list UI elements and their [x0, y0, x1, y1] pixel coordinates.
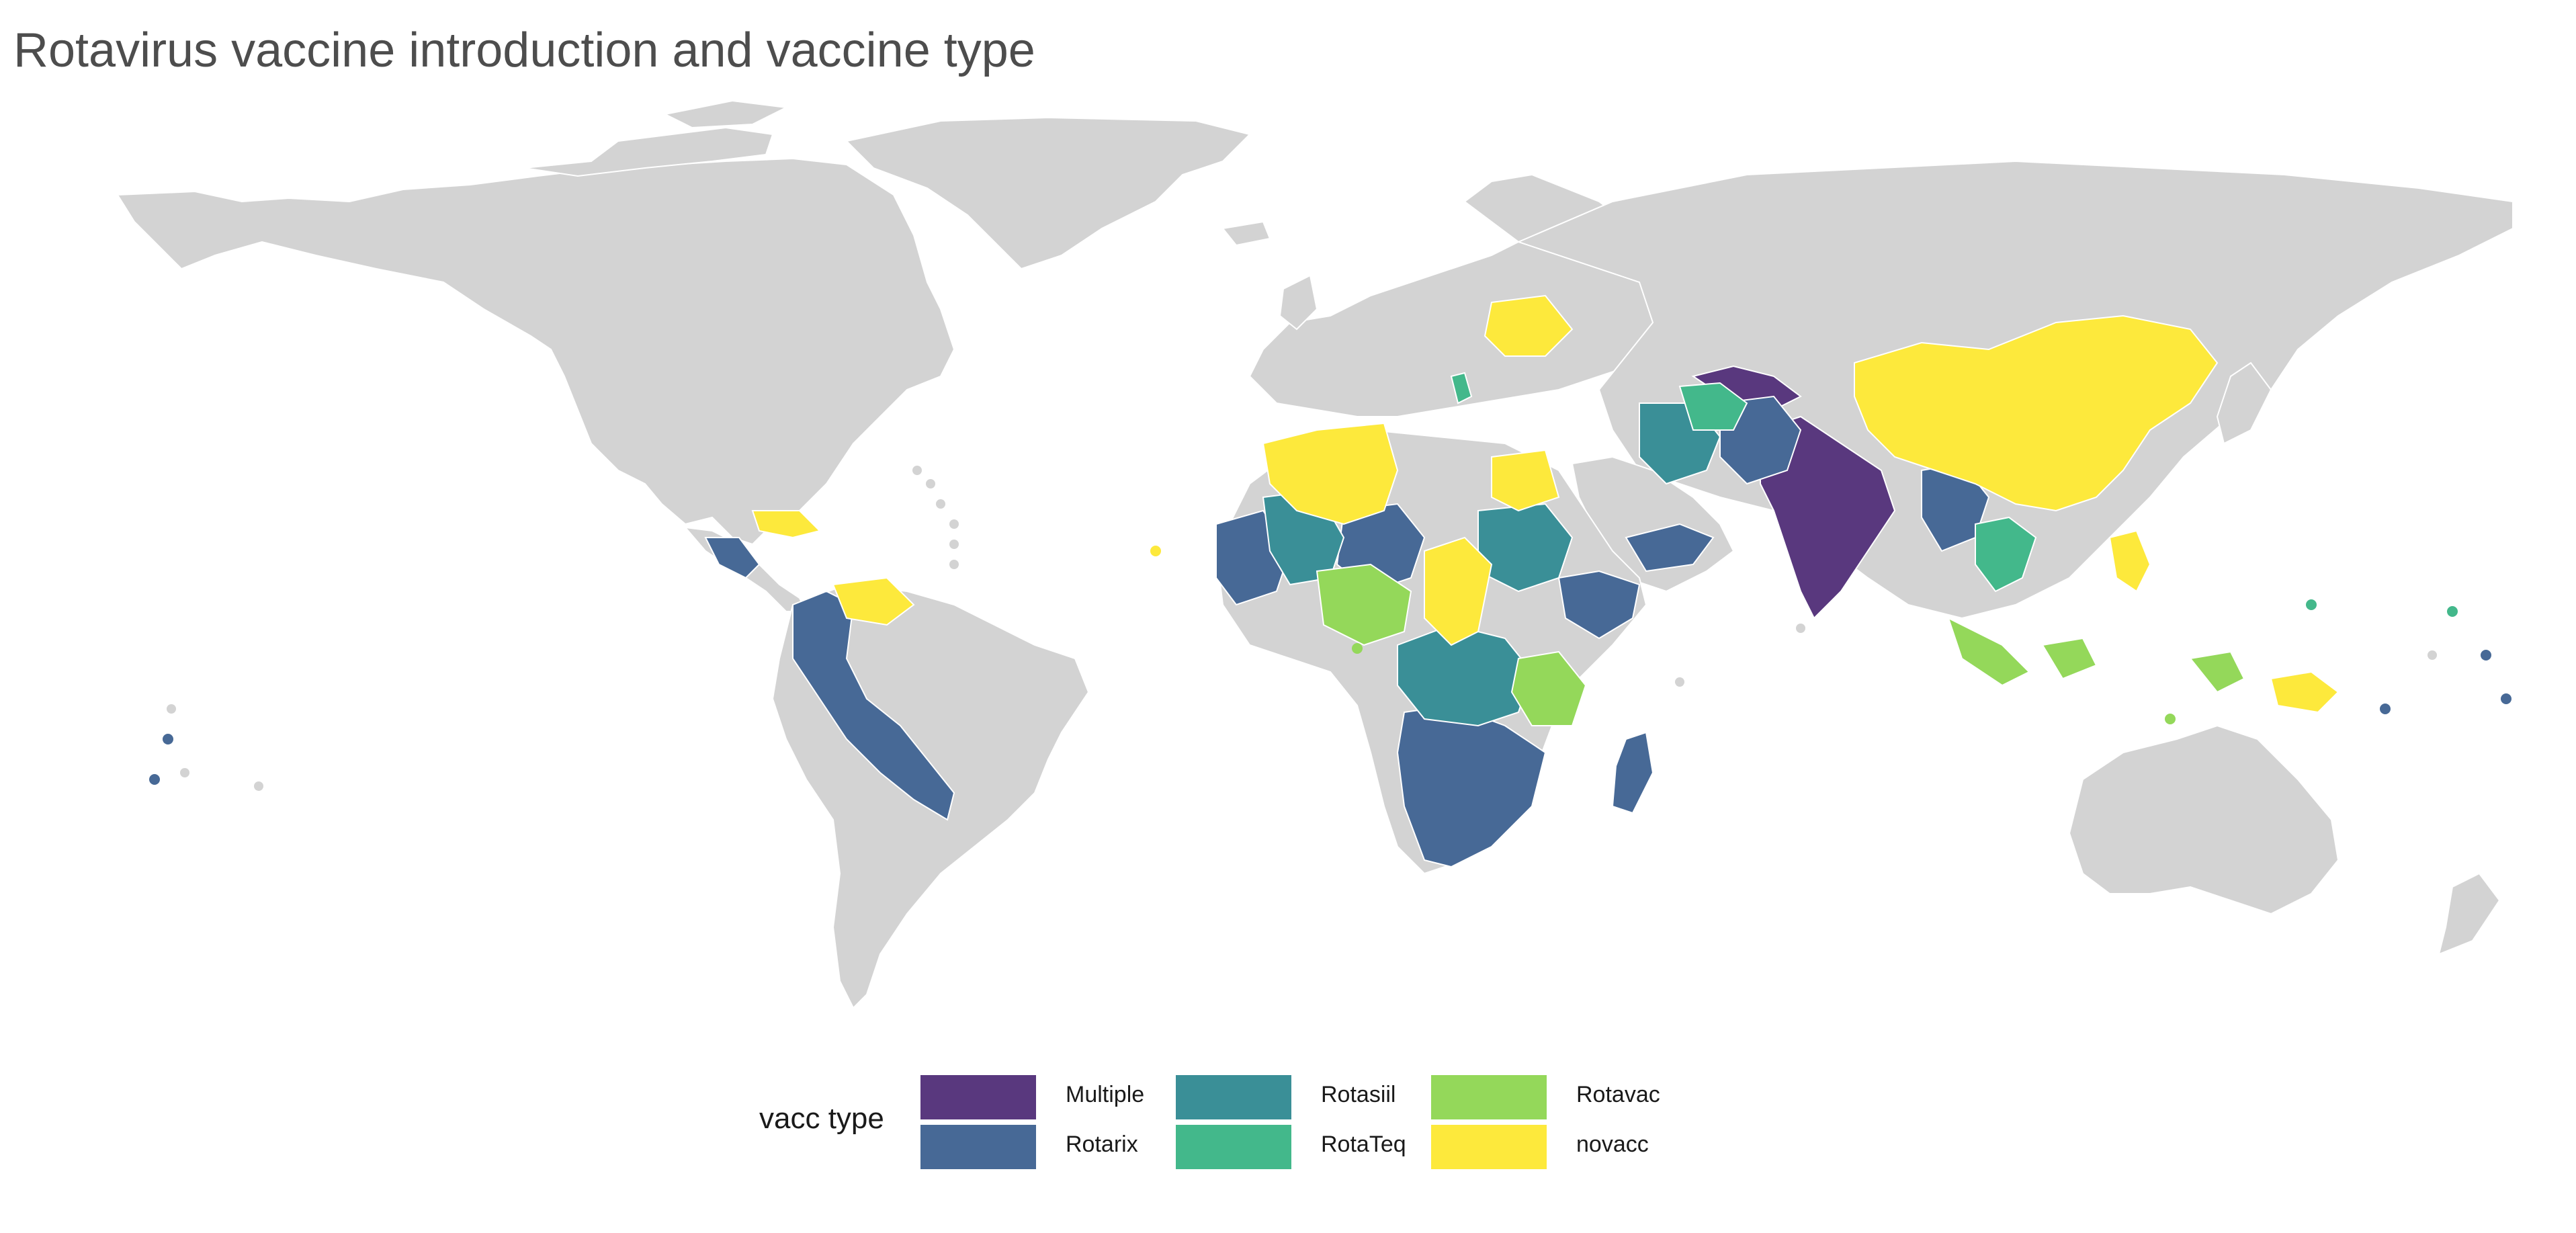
legend-label-rotasiil: Rotasiil	[1321, 1082, 1396, 1107]
region-rotavac	[2041, 637, 2098, 680]
island-marker	[1675, 677, 1684, 687]
island-marker	[1150, 546, 1161, 556]
island-marker	[949, 519, 959, 529]
legend-title: vacc type	[759, 1102, 884, 1135]
legend-key-rotateq	[1176, 1125, 1291, 1169]
region-novacc	[751, 510, 821, 539]
island-marker	[2380, 704, 2391, 714]
region-rotavac	[1510, 650, 1587, 726]
region-rotarix	[1611, 731, 1654, 814]
region-novacc	[1262, 422, 1399, 525]
island-marker	[2428, 650, 2437, 660]
island-marker	[949, 540, 959, 549]
island-marker	[163, 734, 173, 745]
region-novacc	[2270, 671, 2339, 714]
region-novacc	[2108, 529, 2151, 593]
region-novacc	[1491, 449, 1560, 512]
region-rotarix	[704, 537, 761, 579]
island-marker	[2165, 714, 2176, 724]
region-novacc	[1424, 536, 1493, 646]
region-rotavac	[1316, 563, 1412, 646]
region-novacc	[832, 577, 915, 626]
region-multiple	[1760, 415, 1896, 620]
legend-label-rotateq: RotaTeq	[1321, 1132, 1406, 1157]
island-marker	[167, 704, 176, 714]
island-marker	[149, 774, 160, 785]
legend-label-novacc: novacc	[1576, 1132, 1649, 1157]
region-novacc	[1484, 294, 1574, 357]
island-marker	[2447, 606, 2458, 617]
island-marker	[936, 499, 945, 509]
region-rotateq	[1450, 372, 1473, 405]
region-rotarix	[1719, 395, 1802, 485]
region-novacc	[1854, 314, 2219, 512]
legend-key-multiple	[920, 1075, 1036, 1119]
island-marker	[926, 479, 935, 488]
legend-key-novacc	[1431, 1125, 1547, 1169]
island-marker	[254, 781, 263, 791]
region-rotateq	[1975, 516, 2037, 593]
vaccine-type-regions	[704, 294, 2339, 868]
region-rotavac	[2189, 650, 2245, 693]
legend-key-rotarix	[920, 1125, 1036, 1169]
legend: vacc type Multiple Rotarix Rotasiil Rota…	[759, 1062, 1767, 1169]
island-marker	[949, 560, 959, 569]
island-markers	[149, 466, 2511, 791]
island-marker	[2501, 693, 2511, 704]
map-title: Rotavirus vaccine introduction and vacci…	[13, 24, 1035, 77]
island-marker	[2306, 599, 2317, 610]
island-marker	[1796, 624, 1805, 633]
region-rotateq	[1678, 382, 1748, 431]
region-rotavac	[1947, 617, 2030, 687]
legend-key-rotasiil	[1176, 1075, 1291, 1119]
island-marker	[2481, 650, 2491, 661]
legend-key-rotavac	[1431, 1075, 1547, 1119]
island-marker	[1352, 643, 1363, 654]
island-marker	[180, 768, 189, 777]
region-rotarix	[1557, 570, 1641, 640]
legend-label-multiple: Multiple	[1066, 1082, 1145, 1107]
region-rotarix	[792, 590, 955, 821]
island-marker	[912, 466, 922, 475]
legend-label-rotavac: Rotavac	[1576, 1082, 1660, 1107]
legend-label-rotarix: Rotarix	[1066, 1132, 1138, 1157]
region-rotarix	[1625, 523, 1715, 572]
